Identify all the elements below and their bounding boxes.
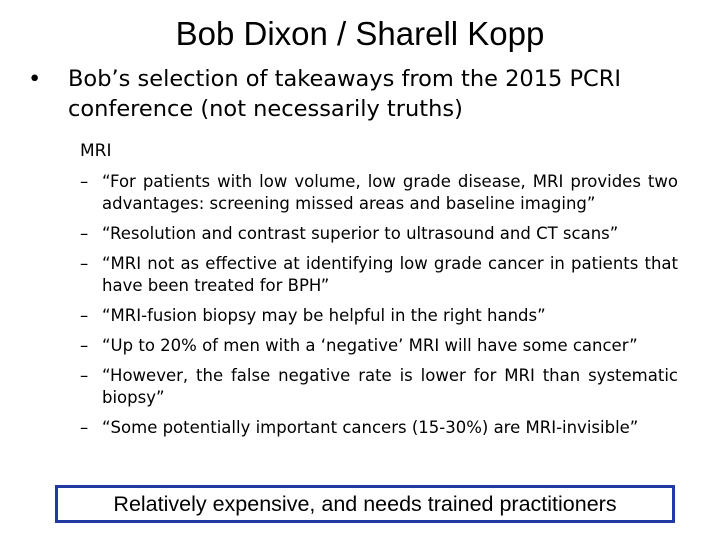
main-bullet: • Bob’s selection of takeaways from the … bbox=[28, 64, 688, 124]
slide-title: Bob Dixon / Sharell Kopp bbox=[175, 15, 545, 52]
callout-box: Relatively expensive, and needs trained … bbox=[55, 485, 675, 523]
takeaway-list: – “For patients with low volume, low gra… bbox=[80, 171, 678, 447]
dash-marker: – bbox=[80, 418, 89, 437]
list-item: – “MRI not as effective at identifying l… bbox=[80, 253, 678, 297]
dash-marker: – bbox=[80, 224, 89, 243]
list-item-text: “Resolution and contrast superior to ult… bbox=[102, 224, 619, 243]
list-item: – “MRI-fusion biopsy may be helpful in t… bbox=[80, 305, 678, 327]
main-bullet-text: Bob’s selection of takeaways from the 20… bbox=[68, 66, 622, 122]
list-item: – “Up to 20% of men with a ‘negative’ MR… bbox=[80, 335, 678, 357]
list-item: – “Some potentially important cancers (1… bbox=[80, 417, 678, 439]
bullet-marker: • bbox=[28, 66, 42, 92]
list-item-text: “For patients with low volume, low grade… bbox=[102, 172, 678, 213]
section-label: MRI bbox=[80, 141, 112, 161]
list-item-text: “MRI not as effective at identifying low… bbox=[102, 254, 678, 295]
list-item: – “Resolution and contrast superior to u… bbox=[80, 223, 678, 245]
dash-marker: – bbox=[80, 306, 89, 325]
dash-marker: – bbox=[80, 336, 89, 355]
dash-marker: – bbox=[80, 366, 89, 385]
list-item-text: “However, the false negative rate is low… bbox=[102, 366, 678, 407]
list-item-text: “Some potentially important cancers (15-… bbox=[102, 418, 639, 437]
list-item: – “However, the false negative rate is l… bbox=[80, 365, 678, 409]
list-item: – “For patients with low volume, low gra… bbox=[80, 171, 678, 215]
list-item-text: “MRI-fusion biopsy may be helpful in the… bbox=[102, 306, 546, 325]
dash-marker: – bbox=[80, 254, 89, 273]
dash-marker: – bbox=[80, 172, 89, 191]
list-item-text: “Up to 20% of men with a ‘negative’ MRI … bbox=[102, 336, 638, 355]
